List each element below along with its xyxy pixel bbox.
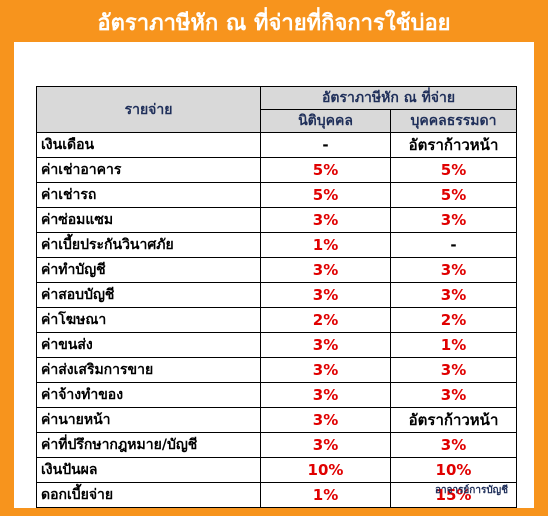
company-rate: 3% xyxy=(260,257,391,283)
expense-item: ดอกเบี้ยจ่าย xyxy=(36,482,261,508)
table-row: ค่าซ่อมแซม 3% 3% xyxy=(36,207,518,233)
table-row: ค่าที่ปรึกษากฎหมาย/บัญชี 3% 3% xyxy=(36,432,518,458)
table-row: ค่าเช่าอาคาร 5% 5% xyxy=(36,157,518,183)
person-rate: 3% xyxy=(389,432,518,458)
table-row: ค่าโฆษณา 2% 2% xyxy=(36,307,518,333)
person-rate: 3% xyxy=(389,282,518,308)
header-person: บุคคลธรรมดา xyxy=(389,109,518,133)
person-rate: 3% xyxy=(389,357,518,383)
table-row: ค่าขนส่ง 3% 1% xyxy=(36,332,518,358)
company-rate: 2% xyxy=(260,307,391,333)
source-credit: อาจารย์การบัญชี xyxy=(434,485,508,496)
expense-item: เงินเดือน xyxy=(36,132,261,158)
person-rate: อัตราก้าวหน้า xyxy=(389,407,518,433)
table-row: เงินเดือน - อัตราก้าวหน้า xyxy=(36,132,518,158)
company-rate: 3% xyxy=(260,207,391,233)
company-rate: 3% xyxy=(260,432,391,458)
table-row: ค่าสอบบัญชี 3% 3% xyxy=(36,282,518,308)
expense-item: ค่าที่ปรึกษากฎหมาย/บัญชี xyxy=(36,432,261,458)
company-rate: 1% xyxy=(260,232,391,258)
person-rate: อัตราก้าวหน้า xyxy=(389,132,518,158)
header-company: นิติบุคคล xyxy=(260,109,391,133)
person-rate: 3% xyxy=(389,382,518,408)
company-rate: 3% xyxy=(260,382,391,408)
company-rate: 5% xyxy=(260,157,391,183)
withholding-tax-table: รายจ่าย อัตราภาษีหัก ณ ที่จ่าย นิติบุคคล… xyxy=(36,86,518,508)
person-rate: 3% xyxy=(389,257,518,283)
company-rate: - xyxy=(260,132,391,158)
content-panel: รายจ่าย อัตราภาษีหัก ณ ที่จ่าย นิติบุคคล… xyxy=(14,42,534,508)
expense-item: ค่าทำบัญชี xyxy=(36,257,261,283)
person-rate: 10% xyxy=(389,457,518,483)
expense-item: ค่าซ่อมแซม xyxy=(36,207,261,233)
company-rate: 10% xyxy=(260,457,391,483)
header-item: รายจ่าย xyxy=(36,86,261,133)
person-rate: 1% xyxy=(389,332,518,358)
expense-item: ค่าโฆษณา xyxy=(36,307,261,333)
table-row: ค่าส่งเสริมการขาย 3% 3% xyxy=(36,357,518,383)
table-row: ดอกเบี้ยจ่าย 1% 15% xyxy=(36,482,518,508)
person-rate: 5% xyxy=(389,157,518,183)
company-rate: 3% xyxy=(260,332,391,358)
table-row: ค่านายหน้า 3% อัตราก้าวหน้า xyxy=(36,407,518,433)
company-rate: 3% xyxy=(260,357,391,383)
expense-item: ค่าส่งเสริมการขาย xyxy=(36,357,261,383)
person-rate: 5% xyxy=(389,182,518,208)
expense-item: ค่าเช่ารถ xyxy=(36,182,261,208)
table-row: ค่าเช่ารถ 5% 5% xyxy=(36,182,518,208)
expense-item: ค่าขนส่ง xyxy=(36,332,261,358)
company-rate: 1% xyxy=(260,482,391,508)
expense-item: ค่าเบี้ยประกันวินาศภัย xyxy=(36,232,261,258)
person-rate: - xyxy=(389,232,518,258)
company-rate: 3% xyxy=(260,407,391,433)
company-rate: 3% xyxy=(260,282,391,308)
expense-item: ค่าจ้างทำของ xyxy=(36,382,261,408)
expense-item: เงินปันผล xyxy=(36,457,261,483)
person-rate: 15% xyxy=(389,482,518,508)
expense-item: ค่าเช่าอาคาร xyxy=(36,157,261,183)
person-rate: 2% xyxy=(389,307,518,333)
expense-item: ค่านายหน้า xyxy=(36,407,261,433)
expense-item: ค่าสอบบัญชี xyxy=(36,282,261,308)
table-row: ค่าทำบัญชี 3% 3% xyxy=(36,257,518,283)
person-rate: 3% xyxy=(389,207,518,233)
company-rate: 5% xyxy=(260,182,391,208)
table-row: ค่าจ้างทำของ 3% 3% xyxy=(36,382,518,408)
table-row: ค่าเบี้ยประกันวินาศภัย 1% - xyxy=(36,232,518,258)
table-row: เงินปันผล 10% 10% xyxy=(36,457,518,483)
header-tax-rate: อัตราภาษีหัก ณ ที่จ่าย xyxy=(259,86,518,110)
page-title: อัตราภาษีหัก ณ ที่จ่ายที่กิจการใช้บ่อย xyxy=(97,11,451,36)
